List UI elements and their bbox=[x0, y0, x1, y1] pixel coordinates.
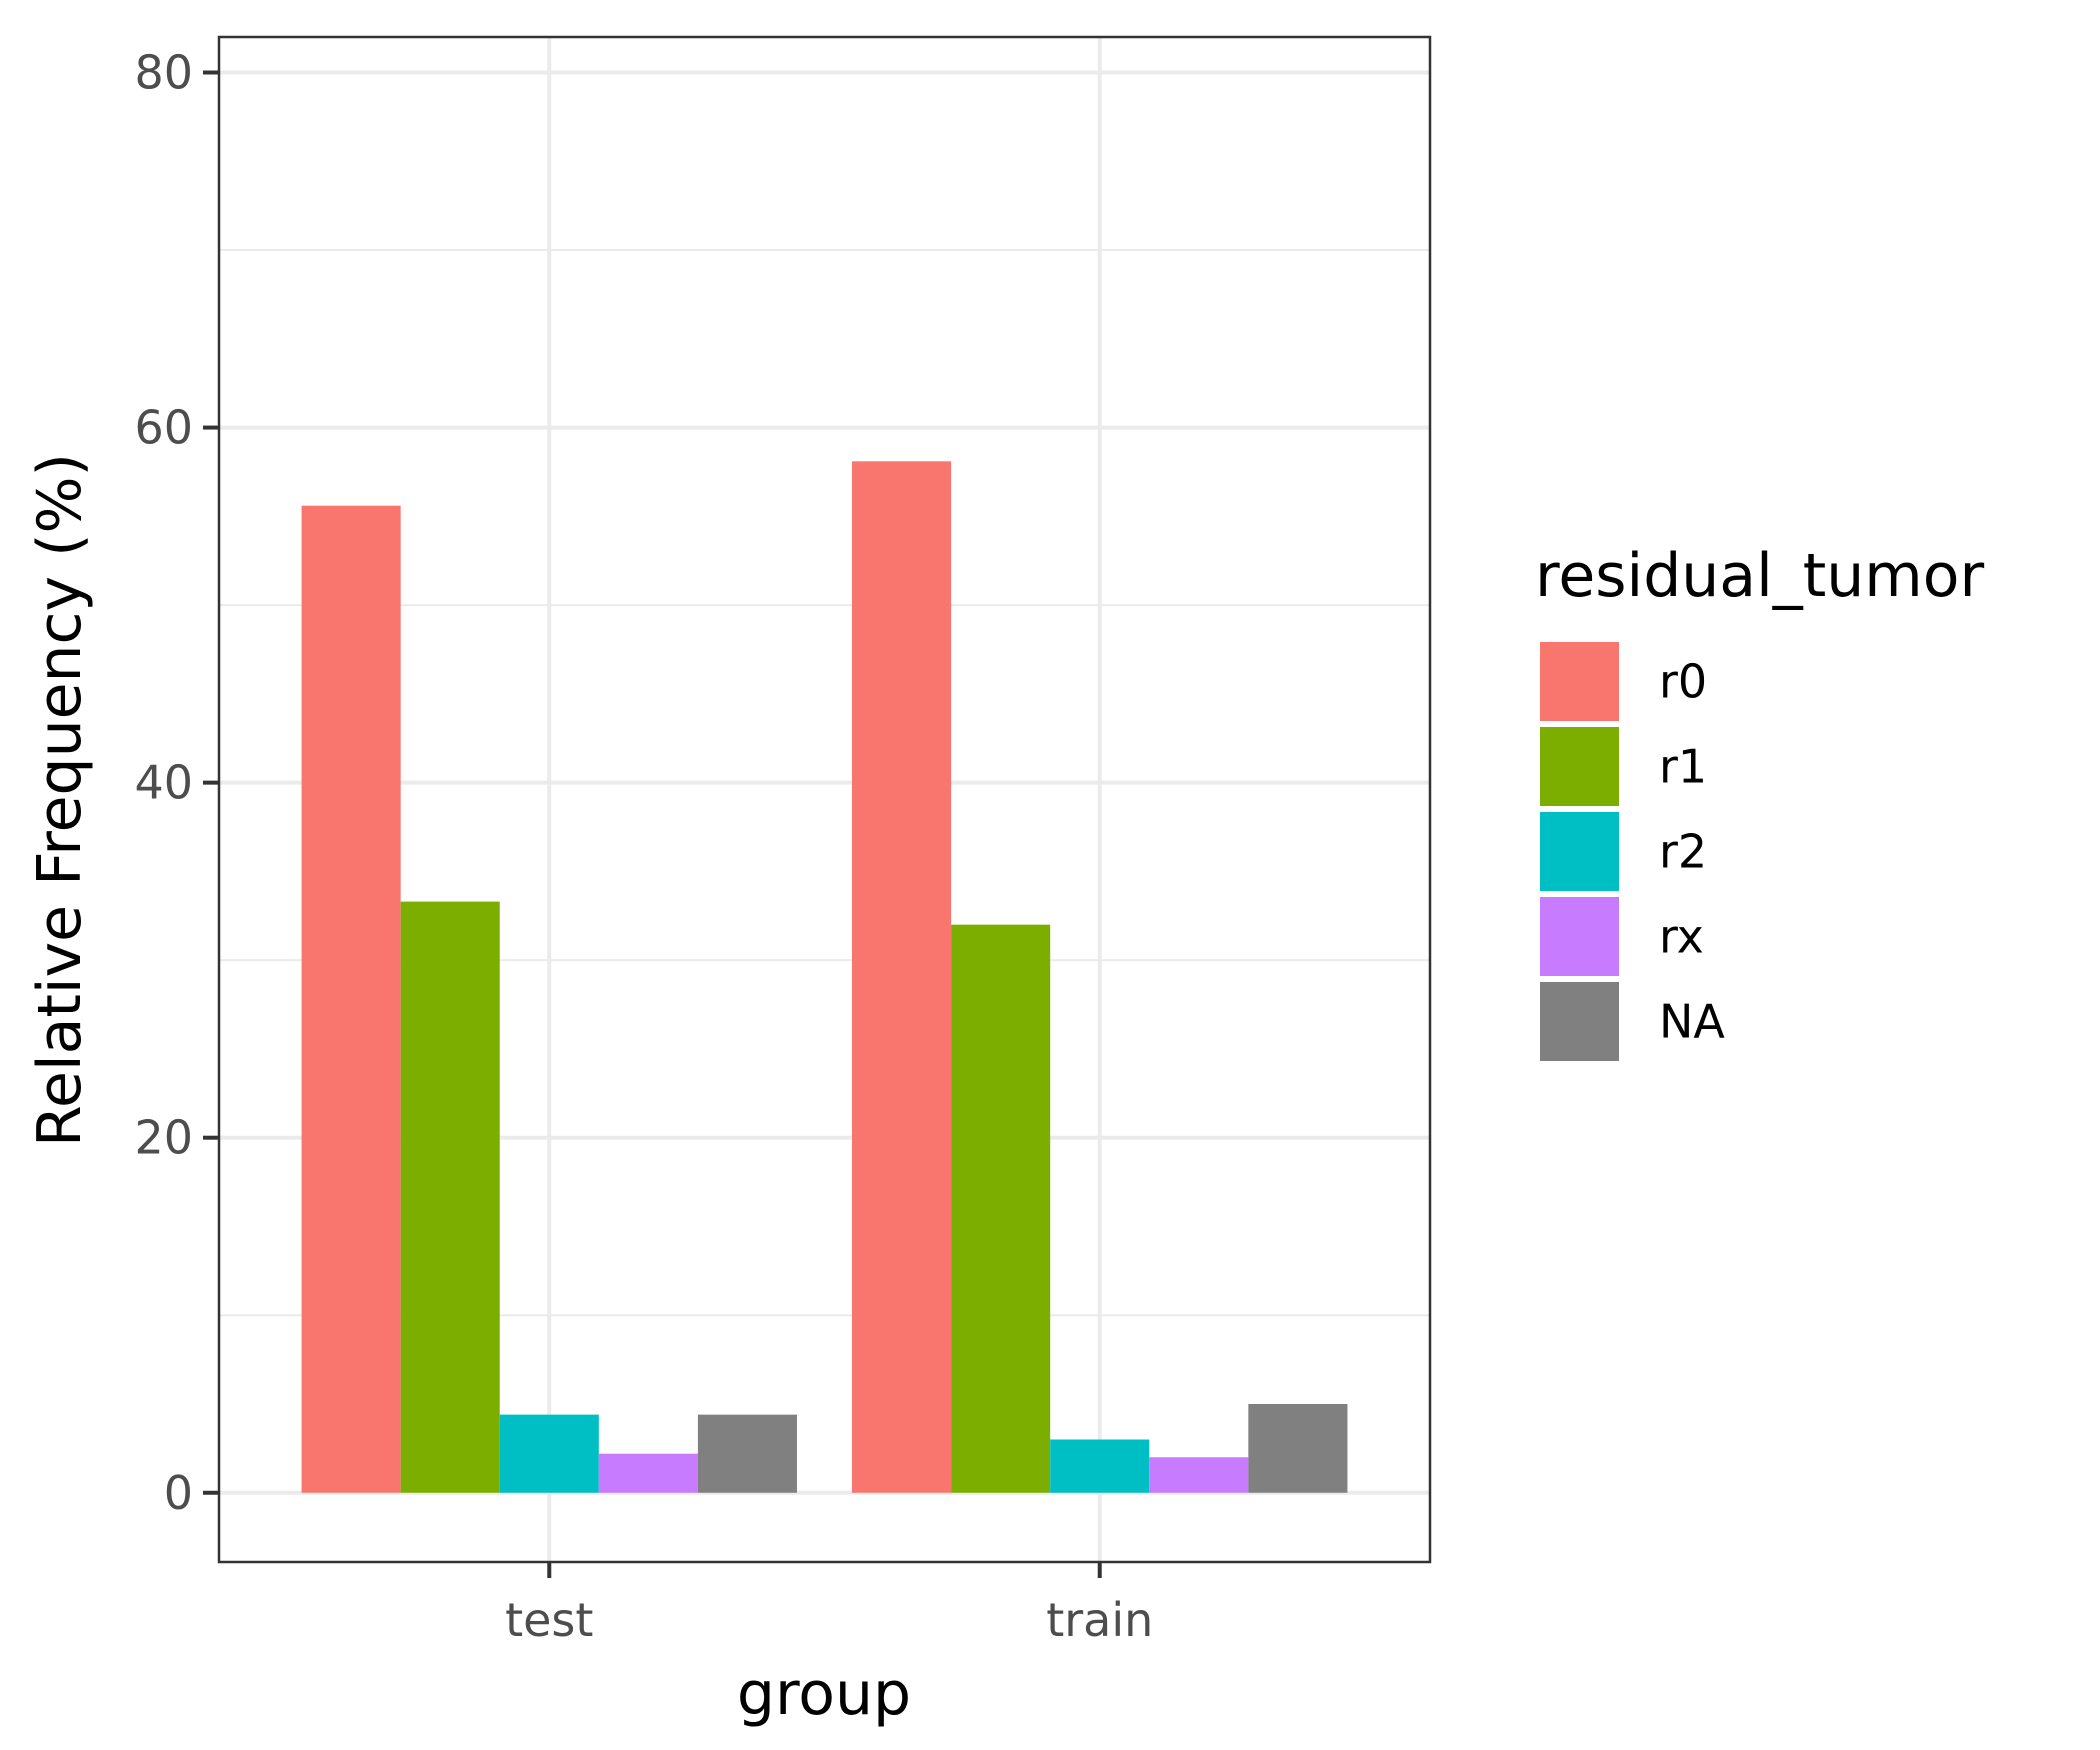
grid-lines bbox=[219, 37, 1430, 1562]
bar-test-r1 bbox=[400, 901, 500, 1493]
bar-train-NA bbox=[1248, 1403, 1348, 1493]
legend-key-r1 bbox=[1540, 727, 1619, 806]
x-axis-title: group bbox=[737, 1659, 911, 1729]
y-tick-label: 60 bbox=[134, 401, 193, 455]
y-tick-label: 80 bbox=[134, 46, 193, 100]
y-tick-label: 20 bbox=[134, 1111, 193, 1165]
bar-test-r2 bbox=[499, 1414, 599, 1493]
legend-key-NA bbox=[1540, 982, 1619, 1061]
bar-train-r0 bbox=[852, 461, 952, 1493]
legend-key-r2 bbox=[1540, 812, 1619, 891]
legend-label-rx: rx bbox=[1659, 910, 1704, 964]
legend-label-r0: r0 bbox=[1659, 655, 1707, 709]
bar-test-rx bbox=[598, 1453, 698, 1493]
y-tick-label: 0 bbox=[164, 1466, 193, 1520]
legend-key-rx bbox=[1540, 897, 1619, 976]
x-tick-label: train bbox=[1046, 1593, 1153, 1647]
bar-train-rx bbox=[1149, 1457, 1249, 1493]
legend-label-r1: r1 bbox=[1659, 740, 1707, 794]
bar-train-r1 bbox=[951, 924, 1051, 1493]
legend-label-NA: NA bbox=[1659, 995, 1725, 1049]
y-axis-title: Relative Frequency (%) bbox=[25, 453, 95, 1147]
legend-title: residual_tumor bbox=[1535, 541, 1984, 611]
y-tick-label: 40 bbox=[134, 756, 193, 810]
bar-test-NA bbox=[697, 1414, 797, 1493]
legend-key-r0 bbox=[1540, 642, 1619, 721]
x-tick-label: test bbox=[505, 1593, 593, 1647]
bar-test-r0 bbox=[301, 505, 401, 1493]
axes: 0 20 40 60 80 test train bbox=[134, 46, 1153, 1647]
legend: residual_tumor r0 r1 r2 rx NA bbox=[1535, 541, 1984, 1061]
legend-label-r2: r2 bbox=[1659, 825, 1707, 879]
bar-train-r2 bbox=[1050, 1439, 1150, 1493]
bars bbox=[301, 461, 1348, 1493]
plot-border bbox=[217, 35, 1432, 1564]
